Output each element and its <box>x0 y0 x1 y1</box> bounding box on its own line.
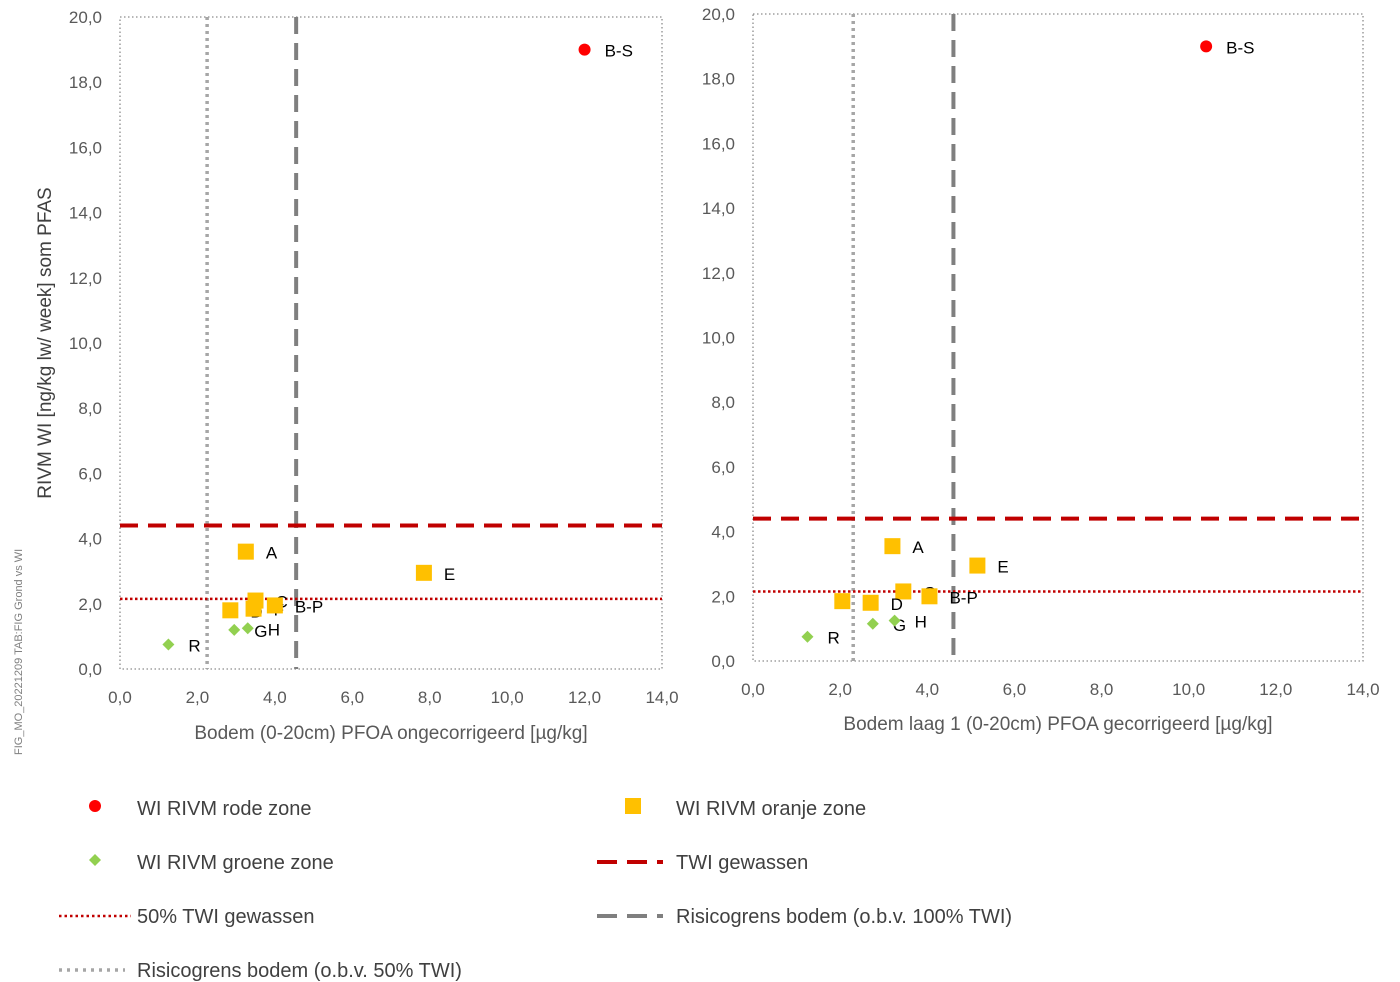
legend-marker-red <box>89 800 101 812</box>
y-tick-label: 18,0 <box>702 70 735 89</box>
x-tick-label: 2,0 <box>828 680 852 699</box>
x-tick-label: 14,0 <box>645 688 678 707</box>
y-tick-label: 16,0 <box>69 138 102 157</box>
data-point-a <box>884 538 901 555</box>
y-tick-label: 6,0 <box>78 464 102 483</box>
data-point-a <box>237 543 254 560</box>
x-axis-title: Bodem (0-20cm) PFOA ongecorrigeerd [µg/k… <box>194 723 587 744</box>
x-tick-label: 10,0 <box>1172 680 1205 699</box>
data-label-a: A <box>912 538 924 557</box>
data-label-b-s: B-S <box>605 42 633 61</box>
data-label-b-p: B-P <box>949 588 977 607</box>
data-point-f <box>245 600 262 617</box>
data-point-b-p <box>266 597 283 614</box>
chart-2: 0,0 2,0 4,0 6,0 8,0 10,0 12,0 14,0 16,0 18,0 20,0 0… <box>702 5 1380 735</box>
x-tick-label: 0,0 <box>741 680 765 699</box>
legend-label-risk50: Risicogrens bodem (o.b.v. 50% TWI) <box>137 960 462 982</box>
y-tick-label: 0,0 <box>78 660 102 679</box>
data-point-g <box>228 623 241 636</box>
data-label-e: E <box>997 558 1008 577</box>
y-tick-label: 8,0 <box>78 399 102 418</box>
data-point-r <box>162 638 175 651</box>
data-label-d: D <box>891 595 903 614</box>
data-point-r <box>801 630 814 643</box>
data-point-f <box>834 593 851 610</box>
data-point-b-s <box>1200 40 1213 53</box>
x-tick-label: 8,0 <box>418 688 442 707</box>
x-tick-label: 6,0 <box>340 688 364 707</box>
data-label-a: A <box>266 544 278 563</box>
data-point-h <box>241 622 254 635</box>
x-tick-label: 4,0 <box>263 688 287 707</box>
data-point-b-s <box>578 43 591 56</box>
legend-symbol-red <box>89 800 101 812</box>
data-point-e <box>415 564 432 581</box>
legend-label-risk100: Risicogrens bodem (o.b.v. 100% TWI) <box>676 906 1012 928</box>
y-tick-label: 20,0 <box>69 8 102 27</box>
legend-marker-orange <box>625 798 641 814</box>
x-tick-label: 0,0 <box>108 688 132 707</box>
legend-label-twi50: 50% TWI gewassen <box>137 906 315 928</box>
data-label-h: H <box>268 620 280 639</box>
y-tick-label: 20,0 <box>702 5 735 24</box>
data-label-h: H <box>915 613 927 632</box>
y-tick-label: 0,0 <box>711 652 735 671</box>
y-tick-label: 4,0 <box>711 523 735 542</box>
y-axis-title: RIVM WI [ng/kg lw/ week] som PFAS <box>35 187 56 498</box>
data-label-r: R <box>188 637 200 656</box>
data-label-r: R <box>827 629 839 648</box>
y-tick-label: 12,0 <box>702 264 735 283</box>
x-tick-label: 10,0 <box>491 688 524 707</box>
y-tick-label: 14,0 <box>69 204 102 223</box>
x-tick-label: 12,0 <box>568 688 601 707</box>
y-tick-label: 14,0 <box>702 199 735 218</box>
y-tick-label: 16,0 <box>702 134 735 153</box>
legend-marker-green <box>89 854 101 866</box>
legend-label-red: WI RIVM rode zone <box>137 798 312 820</box>
data-point-d <box>222 602 239 619</box>
y-tick-label: 2,0 <box>711 587 735 606</box>
data-point-e <box>969 557 986 574</box>
data-point-h <box>888 614 901 627</box>
data-point-d <box>862 594 879 611</box>
data-label-b-s: B-S <box>1226 38 1254 57</box>
chart-1: 0,0 2,0 4,0 6,0 8,0 10,0 12,0 14,0 16,0 18,0 20,0 0… <box>35 8 679 744</box>
side-label: FIG_MO_20221209 TAB:FIG Grond vs WI <box>13 549 25 755</box>
data-point-g <box>866 617 879 630</box>
legend-symbol-green <box>89 854 101 866</box>
y-tick-label: 10,0 <box>69 334 102 353</box>
plot-area-border <box>752 13 1364 662</box>
y-tick-label: 6,0 <box>711 458 735 477</box>
legend-label-green: WI RIVM groene zone <box>137 852 334 874</box>
x-tick-label: 6,0 <box>1003 680 1027 699</box>
legend-label-orange: WI RIVM oranje zone <box>676 798 866 820</box>
legend: WI RIVM rode zone WI RIVM oranje zone WI R… <box>59 798 1012 982</box>
data-label-e: E <box>444 565 455 584</box>
y-tick-label: 18,0 <box>69 73 102 92</box>
x-axis-title: Bodem laag 1 (0-20cm) PFOA gecorrigeerd … <box>843 714 1272 735</box>
y-tick-label: 2,0 <box>78 595 102 614</box>
legend-label-twi: TWI gewassen <box>676 852 808 874</box>
data-label-b-p: B-P <box>295 597 323 616</box>
legend-symbol-orange <box>625 798 641 814</box>
data-point-b-p <box>921 588 938 605</box>
x-tick-label: 4,0 <box>915 680 939 699</box>
x-tick-label: 14,0 <box>1346 680 1379 699</box>
data-point-c <box>895 583 912 600</box>
x-tick-label: 12,0 <box>1259 680 1292 699</box>
y-tick-label: 8,0 <box>711 393 735 412</box>
data-label-g: G <box>254 622 267 641</box>
y-tick-label: 4,0 <box>78 530 102 549</box>
x-tick-label: 2,0 <box>186 688 210 707</box>
y-tick-label: 12,0 <box>69 269 102 288</box>
y-tick-label: 10,0 <box>702 329 735 348</box>
x-tick-label: 8,0 <box>1090 680 1114 699</box>
plot-area-border <box>119 16 663 670</box>
